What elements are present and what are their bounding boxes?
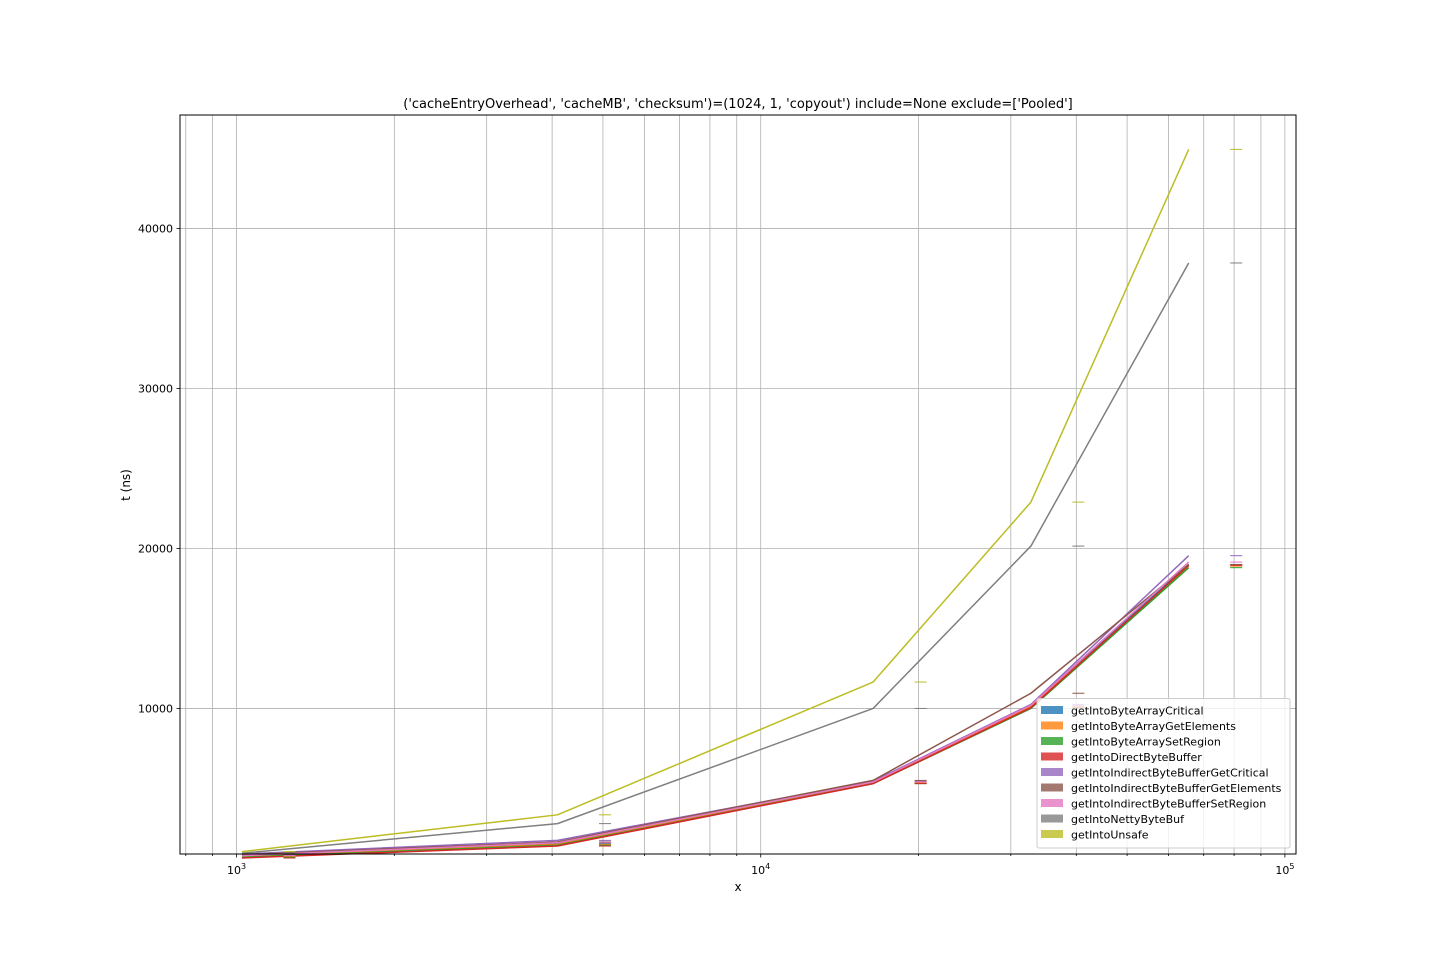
legend-swatch-getIntoUnsafe (1041, 830, 1063, 838)
x-tick-label: 105 (1275, 862, 1294, 877)
legend-label-getIntoIndirectByteBufferSetRegion: getIntoIndirectByteBufferSetRegion (1071, 798, 1266, 811)
legend-swatch-getIntoByteArrayGetElements (1041, 721, 1063, 730)
legend-label-getIntoIndirectByteBufferGetElements: getIntoIndirectByteBufferGetElements (1071, 782, 1282, 795)
y-tick-label: 20000 (138, 542, 173, 555)
legend-box (1036, 698, 1291, 849)
legend-swatch-getIntoDirectByteBuffer (1041, 752, 1063, 761)
chart-title: ('cacheEntryOverhead', 'cacheMB', 'check… (403, 97, 1072, 112)
y-tick-label: 10000 (138, 702, 173, 715)
series-line-getIntoDirectByteBuffer (241, 564, 1190, 859)
legend-label-getIntoIndirectByteBufferGetCritical: getIntoIndirectByteBufferGetCritical (1071, 767, 1269, 780)
legend-label-getIntoDirectByteBuffer: getIntoDirectByteBuffer (1071, 751, 1202, 764)
series-line-getIntoNettyByteBuf (241, 262, 1190, 854)
legend-label-getIntoByteArraySetRegion: getIntoByteArraySetRegion (1071, 736, 1221, 749)
legend-swatch-getIntoNettyByteBuf (1041, 814, 1063, 823)
plot-frame (179, 114, 1297, 855)
legend-label-getIntoUnsafe: getIntoUnsafe (1071, 829, 1149, 842)
series-line-getIntoUnsafe (241, 149, 1190, 853)
legend-swatch-getIntoByteArraySetRegion (1041, 737, 1063, 745)
legend: getIntoByteArrayCritical getIntoByteArray… (1036, 698, 1291, 849)
series-lines (241, 149, 1190, 859)
legend-label-getIntoNettyByteBuf: getIntoNettyByteBuf (1071, 813, 1185, 826)
legend-swatch-getIntoIndirectByteBufferGetElements (1041, 783, 1063, 792)
legend-label-getIntoByteArrayCritical: getIntoByteArrayCritical (1071, 705, 1204, 718)
x-tick-label: 103 (227, 862, 246, 877)
legend-swatch-getIntoIndirectByteBufferSetRegion (1041, 799, 1063, 807)
legend-swatch-getIntoIndirectByteBufferGetCritical (1041, 768, 1063, 776)
y-tick-label: 40000 (138, 223, 173, 236)
legend-label-getIntoByteArrayGetElements: getIntoByteArrayGetElements (1071, 720, 1236, 733)
y-axis-label: t (ns) (119, 469, 133, 501)
y-tick-label: 30000 (138, 383, 173, 396)
series-line-getIntoIndirectByteBufferSetRegion (241, 561, 1190, 857)
axis-ticks: 10000 20000 30000 40000 103 104 105 (138, 223, 1294, 877)
series-line-getIntoIndirectByteBufferGetElements (241, 563, 1190, 856)
x-axis-label: x (734, 880, 741, 894)
legend-swatch-getIntoByteArrayCritical (1041, 706, 1063, 714)
x-tick-label: 104 (751, 862, 770, 877)
